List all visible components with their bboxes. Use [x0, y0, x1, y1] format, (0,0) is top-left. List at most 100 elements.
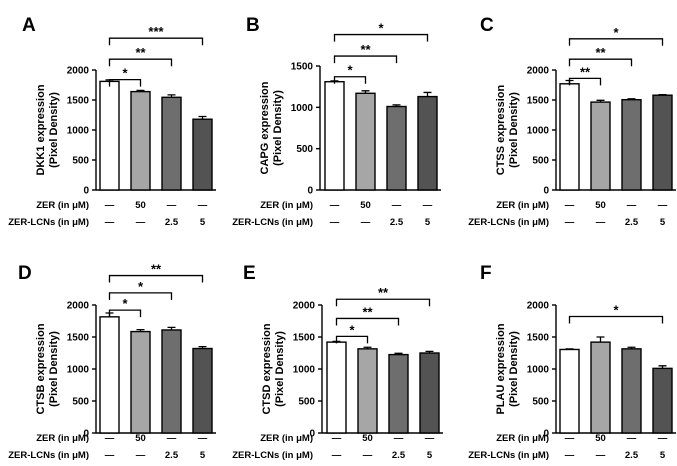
- y-tick-label: 0: [543, 186, 549, 197]
- significance-bracket: [108, 309, 142, 318]
- lcn-value-2: 2.5: [392, 450, 406, 461]
- y-axis-label: (Pixel Density): [48, 92, 60, 168]
- lcn-value-2: 2.5: [390, 217, 404, 228]
- significance-label: *: [613, 303, 619, 318]
- zer-row-label: ZER (in μM): [496, 200, 549, 211]
- zer-value-3: —: [198, 200, 208, 211]
- error-bar-3: [425, 350, 434, 353]
- significance-bracket: [108, 78, 142, 87]
- significance-label: **: [595, 45, 606, 60]
- lcn-value-1: —: [596, 217, 606, 228]
- bar-3: [192, 118, 213, 191]
- y-tick-label: 2000: [293, 301, 316, 312]
- zer-lcn-row-label: ZER-LCNs (in μM): [232, 450, 313, 461]
- y-tick-label: 1000: [291, 103, 314, 114]
- lcn-value-0: —: [332, 450, 342, 461]
- zer-value-1: 50: [595, 200, 606, 211]
- error-bar-2: [167, 326, 176, 330]
- y-tick-label: 1000: [67, 365, 90, 376]
- significance-bracket: [108, 58, 173, 67]
- zer-lcn-row-label: ZER-LCNs (in μM): [8, 450, 89, 461]
- panel-letter: B: [246, 15, 260, 36]
- bar-1: [130, 330, 151, 434]
- zer-lcn-row-label: ZER-LCNs (in μM): [232, 217, 313, 228]
- lcn-value-0: —: [330, 217, 340, 228]
- significance-bracket: [335, 335, 369, 344]
- significance-bracket: [333, 76, 367, 84]
- bar-0: [326, 341, 347, 434]
- y-tick-label: 0: [543, 429, 549, 440]
- zer-value-3: —: [423, 200, 433, 211]
- y-axis-label: (Pixel Density): [272, 90, 284, 166]
- bar-3: [417, 95, 438, 191]
- bar-3: [419, 352, 440, 434]
- panel-letter: A: [22, 15, 36, 36]
- y-tick-label: 500: [72, 397, 89, 408]
- error-bar-3: [198, 345, 207, 349]
- y-axis-label: CTSD expression: [261, 323, 273, 414]
- chart-panel-a: A DKK1 expression (Pixel Density) 0 500 1000 1…: [8, 15, 216, 228]
- zer-lcn-row-label: ZER-LCNs (in μM): [8, 217, 89, 228]
- error-bar-2: [627, 346, 636, 349]
- lcn-value-3: 5: [660, 217, 666, 228]
- chart-panel-d: D CTSB expression (Pixel Density) 0 500 1000 1…: [8, 262, 216, 461]
- significance-bracket: [108, 292, 173, 300]
- zer-value-2: —: [167, 200, 177, 211]
- chart-panel-e: E CTSD expression (Pixel Density) 0 500 1000 1…: [232, 263, 443, 461]
- zer-value-1: 50: [360, 200, 371, 211]
- chart-panel-c: C CTSS expression (Pixel Density) 0 500 1000 1…: [468, 15, 676, 228]
- error-bar-1: [363, 346, 372, 349]
- zer-value-2: —: [167, 433, 177, 444]
- y-tick-label: 2000: [527, 301, 550, 312]
- lcn-value-2: 2.5: [165, 450, 179, 461]
- y-tick-label: 1000: [293, 365, 316, 376]
- y-tick-label: 0: [309, 429, 315, 440]
- bar-2: [621, 348, 642, 434]
- bar-3: [192, 347, 213, 434]
- bar-2: [161, 96, 182, 191]
- lcn-value-1: —: [136, 450, 146, 461]
- y-axis-label: (Pixel Density): [48, 331, 60, 407]
- zer-value-2: —: [394, 433, 404, 444]
- zer-value-0: —: [332, 433, 342, 444]
- lcn-value-2: 2.5: [165, 217, 179, 228]
- y-tick-label: 1500: [291, 62, 314, 73]
- lcn-value-2: 2.5: [625, 217, 639, 228]
- y-tick-label: 2000: [67, 66, 90, 77]
- y-tick-label: 500: [532, 397, 549, 408]
- significance-bracket: [335, 317, 400, 326]
- zer-row-label: ZER (in μM): [496, 433, 549, 444]
- y-axis-label: PLAU expression: [495, 323, 507, 414]
- panel-letter: F: [480, 263, 492, 284]
- y-tick-label: 500: [296, 144, 313, 155]
- significance-bracket: [108, 274, 204, 283]
- significance-label: ***: [148, 24, 164, 39]
- bar-1: [130, 90, 151, 191]
- zer-value-0: —: [105, 433, 115, 444]
- zer-row-label: ZER (in μM): [36, 200, 89, 211]
- zer-value-2: —: [627, 200, 637, 211]
- y-tick-label: 0: [307, 186, 313, 197]
- zer-value-1: 50: [135, 433, 146, 444]
- significance-label: *: [613, 25, 619, 40]
- panel-letter: E: [243, 263, 256, 284]
- significance-label: **: [360, 42, 371, 57]
- y-axis-label: (Pixel Density): [274, 331, 286, 407]
- y-tick-label: 1500: [67, 333, 90, 344]
- lcn-value-3: 5: [660, 450, 666, 461]
- bar-0: [99, 80, 120, 191]
- zer-value-2: —: [392, 200, 402, 211]
- lcn-value-0: —: [565, 450, 575, 461]
- error-bar-2: [167, 94, 176, 98]
- y-tick-label: 0: [83, 429, 89, 440]
- zer-value-3: —: [198, 433, 208, 444]
- y-axis-label: CTSS expression: [495, 84, 507, 175]
- zer-value-0: —: [330, 200, 340, 211]
- y-tick-label: 1500: [67, 96, 90, 107]
- zer-value-0: —: [565, 200, 575, 211]
- zer-row-label: ZER (in μM): [260, 200, 313, 211]
- bar-1: [355, 92, 376, 191]
- y-axis-label: DKK1 expression: [35, 84, 47, 175]
- y-tick-label: 1500: [293, 333, 316, 344]
